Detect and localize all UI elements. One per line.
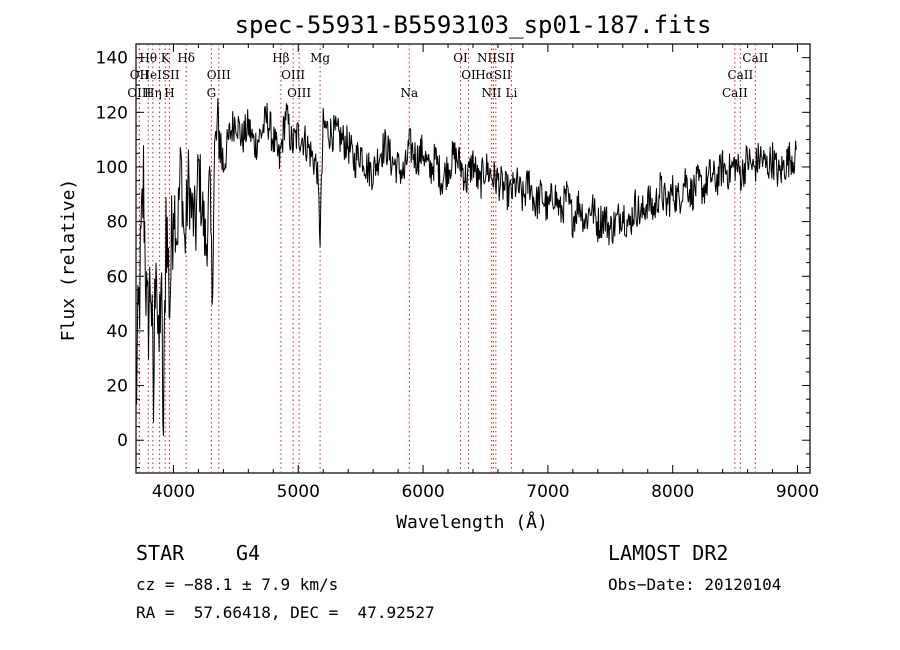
x-tick-label: 4000 [152,482,195,502]
spectrum-series [135,98,797,436]
spectral-line-label: NIISII [477,51,515,65]
spectral-line-label: H [164,86,174,100]
x-tick-label: 6000 [401,482,444,502]
y-tick-label: 40 [106,322,128,342]
x-tick-label: 7000 [526,482,569,502]
y-tick-label: 140 [96,49,128,69]
redshift-velocity: cz = −88.1 ± 7.9 km/s [136,575,339,594]
spectral-line-label: OII [130,68,150,82]
object-subclass: G4 [236,541,261,565]
x-axis-label: Wavelength (Å) [396,511,548,533]
x-tick-label: 9000 [776,482,819,502]
plot-area [135,43,811,474]
spectrum-line [135,98,797,436]
spectral-line-label: Li [506,86,518,100]
spectral-line-label: Hη [144,86,162,100]
spectral-line-label: OIII [281,68,305,82]
spectral-line-label: OI [453,51,468,65]
object-class: STAR [136,541,185,565]
y-tick-label: 80 [106,213,128,233]
spectral-line-label: CaII [742,51,768,65]
spectral-line-label: NII [481,86,501,100]
spectral-line-label: CaII [722,86,748,100]
spectral-line-label: G [207,86,217,100]
spectral-line-label: Hδ [177,51,195,65]
y-axis-label: Flux (relative) [58,179,79,342]
spectral-line-label: OIII [287,86,311,100]
x-tick-label: 5000 [277,482,320,502]
spectral-line-label: OIII [127,86,151,100]
y-tick-label: 20 [106,377,128,397]
spectral-line-label: CaII [727,68,753,82]
spectral-line-label: Mg [310,51,330,65]
spectral-line-label: OIII [207,68,231,82]
coordinates: RA = 57.66418, DEC = 47.92527 [136,603,435,622]
observation-date: Obs−Date: 20120104 [608,575,782,594]
spectral-line-label: Na [401,86,419,100]
spectral-line-label: HαSII [475,68,512,82]
y-tick-label: 120 [96,103,128,123]
x-tick-label: 8000 [651,482,694,502]
survey-label: LAMOST DR2 [608,541,729,565]
axis-ticks: 4000 5000 6000 7000 8000 9000 0 20 40 60 80 100 120 1… [96,44,819,502]
y-tick-label: 0 [117,431,128,451]
spectral-line-label: K [161,51,171,65]
spectral-line-label: HeISII [140,68,180,82]
spectral-line-label: Hβ [272,51,289,65]
y-tick-label: 60 [106,267,128,287]
chart-title: spec-55931-B5593103_sp01-187.fits [235,11,712,39]
y-tick-label: 100 [96,158,128,178]
spectral-line-label: OI [461,68,476,82]
